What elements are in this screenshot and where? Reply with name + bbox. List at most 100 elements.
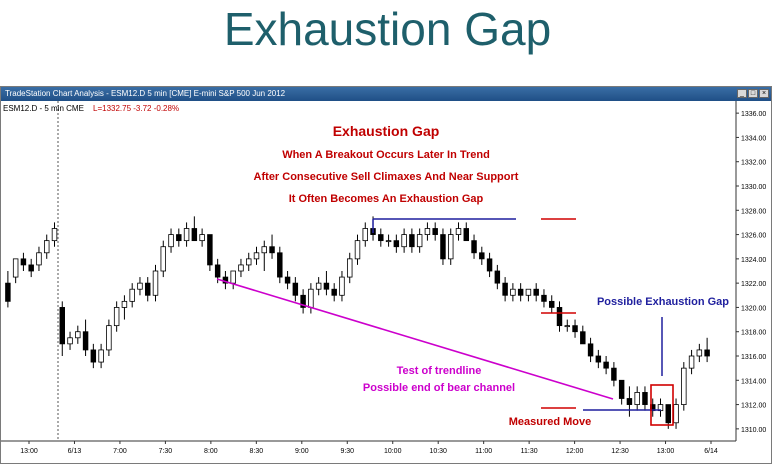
candle-body xyxy=(603,361,609,369)
candle xyxy=(704,337,710,363)
x-tick-label: 12:30 xyxy=(611,448,629,455)
candle-body xyxy=(98,349,104,363)
candle xyxy=(121,295,128,320)
candle xyxy=(688,349,695,375)
annotation-line3: It Often Becomes An Exhaustion Gap xyxy=(289,193,484,205)
candle xyxy=(292,277,299,302)
annotation-heading: Exhaustion Gap xyxy=(333,123,440,139)
candle xyxy=(657,398,664,417)
y-tick-label: 1326.00 xyxy=(741,233,766,240)
candle xyxy=(152,264,159,302)
candle xyxy=(36,246,42,271)
candle xyxy=(502,277,508,302)
candle-body xyxy=(479,252,485,260)
x-tick-label: 11:30 xyxy=(521,448,538,455)
candle xyxy=(300,289,306,314)
y-tick-label: 1320.00 xyxy=(741,305,766,312)
price-chart[interactable]: 1336.00 1334.00 1332.00 1330.00 1328.00 1326.… xyxy=(1,101,771,463)
maximize-icon[interactable]: □ xyxy=(748,89,758,98)
candle-body xyxy=(331,288,337,296)
y-tick-label: 1316.00 xyxy=(741,354,766,361)
candle-body xyxy=(5,282,11,302)
x-tick-label: 6/14 xyxy=(704,448,718,455)
candle-body xyxy=(494,270,501,284)
y-tick-label: 1314.00 xyxy=(741,378,766,385)
candle xyxy=(98,343,104,369)
candle-body xyxy=(144,282,151,296)
gap-highlight-box xyxy=(650,384,674,426)
candle-body xyxy=(634,392,640,405)
price-axis: 1336.00 1334.00 1332.00 1330.00 1328.00 1326.… xyxy=(736,111,766,434)
candle xyxy=(339,271,345,302)
candle-body xyxy=(471,240,477,254)
candle-body xyxy=(416,234,423,248)
candle xyxy=(261,240,268,271)
candle xyxy=(20,252,27,271)
minimize-icon[interactable]: _ xyxy=(737,89,747,98)
candle-body xyxy=(611,367,617,381)
x-tick-label: 10:00 xyxy=(384,448,402,455)
candle xyxy=(323,271,330,296)
candle xyxy=(315,277,322,296)
candle xyxy=(59,301,65,356)
annotation-line1: When A Breakout Occurs Later In Trend xyxy=(282,149,490,161)
candlesticks xyxy=(5,216,710,429)
candle xyxy=(331,283,337,302)
x-tick-label: 9:30 xyxy=(340,448,354,455)
candle-body xyxy=(502,282,508,296)
candle xyxy=(642,386,648,411)
candle-body xyxy=(346,258,353,278)
candle-body xyxy=(36,252,42,266)
candle-body xyxy=(168,234,174,248)
candle xyxy=(67,331,73,350)
y-tick-label: 1332.00 xyxy=(741,160,766,167)
candle-body xyxy=(362,228,369,242)
candle xyxy=(409,228,415,253)
close-icon[interactable]: × xyxy=(759,89,769,98)
candle-body xyxy=(207,234,213,266)
candle-body xyxy=(525,288,532,296)
candle xyxy=(277,246,283,284)
candle-body xyxy=(214,264,221,278)
candle-body xyxy=(300,294,306,308)
candle-body xyxy=(385,240,392,243)
candle-body xyxy=(308,288,314,308)
candle-body xyxy=(354,240,361,260)
candle-body xyxy=(59,307,65,345)
candle-body xyxy=(688,355,695,369)
candle xyxy=(269,234,275,259)
trendline-label-2: Possible end of bear channel xyxy=(363,382,515,394)
x-tick-label: 6/13 xyxy=(68,448,82,455)
candle xyxy=(222,271,229,290)
y-tick-label: 1328.00 xyxy=(741,208,766,215)
candle xyxy=(75,325,81,344)
candle xyxy=(541,289,547,308)
candle xyxy=(611,362,617,387)
candle-body xyxy=(20,258,27,266)
candle-body xyxy=(121,300,128,308)
candle xyxy=(603,356,609,375)
y-tick-label: 1334.00 xyxy=(741,135,766,142)
candle xyxy=(681,362,687,411)
candle xyxy=(510,283,516,302)
y-tick-label: 1324.00 xyxy=(741,257,766,264)
candle-body xyxy=(176,234,182,242)
candle-body xyxy=(315,282,322,290)
candle xyxy=(191,216,198,242)
chart-window: TradeStation Chart Analysis - ESM12.D 5 … xyxy=(0,86,772,464)
candle-body xyxy=(618,379,625,399)
candle-body xyxy=(245,258,252,266)
candle-body xyxy=(626,398,633,405)
candle-body xyxy=(277,252,283,278)
candle xyxy=(525,288,532,302)
candle-body xyxy=(681,367,687,405)
candle-body xyxy=(82,331,89,351)
candle-body xyxy=(292,282,299,296)
candle-body xyxy=(424,228,431,235)
candle xyxy=(517,283,524,302)
candle-body xyxy=(28,264,34,272)
candle xyxy=(533,283,539,302)
candle xyxy=(51,222,58,247)
candle xyxy=(385,234,392,247)
candle-body xyxy=(199,234,205,242)
